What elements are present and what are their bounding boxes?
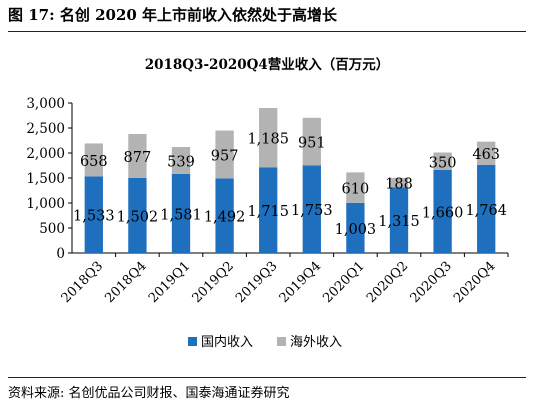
data-label-overseas: 539 bbox=[167, 154, 195, 170]
x-tick-label: 2019Q2 bbox=[190, 259, 237, 306]
bar-domestic bbox=[259, 167, 278, 253]
x-tick-label: 2020Q1 bbox=[320, 259, 367, 306]
legend-label-overseas: 海外收入 bbox=[290, 335, 342, 350]
y-tick-label: 1,500 bbox=[26, 171, 65, 187]
bar-domestic bbox=[433, 170, 452, 253]
x-tick-label: 2020Q3 bbox=[408, 259, 455, 306]
bottom-divider bbox=[8, 377, 526, 378]
data-label-overseas: 877 bbox=[124, 150, 152, 166]
data-label-domestic: 1,660 bbox=[422, 206, 464, 222]
data-label-domestic: 1,753 bbox=[291, 203, 333, 219]
data-label-overseas: 658 bbox=[80, 154, 108, 170]
source-note: 资料来源: 名创优品公司财报、国泰海通证券研究 bbox=[8, 386, 290, 401]
bar-domestic bbox=[128, 177, 147, 253]
bar-overseas bbox=[346, 172, 365, 203]
bar-domestic bbox=[477, 164, 496, 253]
data-label-overseas: 957 bbox=[211, 148, 239, 164]
x-tick-label: 2019Q4 bbox=[277, 259, 324, 306]
data-label-domestic: 1,003 bbox=[335, 222, 377, 238]
bar-domestic bbox=[302, 165, 321, 253]
bar-overseas bbox=[259, 108, 278, 168]
y-tick-label: 0 bbox=[56, 246, 65, 262]
bar-domestic bbox=[84, 176, 103, 253]
y-tick-label: 3,000 bbox=[26, 96, 65, 112]
data-label-overseas: 610 bbox=[342, 182, 370, 198]
bar-domestic bbox=[346, 202, 365, 253]
x-tick-label: 2020Q4 bbox=[451, 259, 498, 306]
data-label-overseas: 951 bbox=[298, 136, 326, 152]
data-label-domestic: 1,533 bbox=[73, 209, 115, 225]
bar-domestic bbox=[171, 173, 191, 253]
data-label-overseas: 1,185 bbox=[247, 132, 289, 148]
data-label-domestic: 1,502 bbox=[117, 209, 159, 225]
legend-label-domestic: 国内收入 bbox=[201, 334, 253, 350]
data-label-domestic: 1,492 bbox=[204, 210, 246, 226]
x-tick-label: 2020Q2 bbox=[364, 259, 411, 306]
data-label-overseas: 350 bbox=[429, 155, 457, 171]
bar-overseas bbox=[128, 134, 147, 178]
legend-swatch-domestic bbox=[188, 337, 197, 346]
bar-overseas bbox=[433, 152, 452, 170]
x-tick-label: 2018Q3 bbox=[59, 259, 106, 306]
bar-overseas bbox=[171, 147, 191, 174]
data-label-overseas: 188 bbox=[385, 177, 413, 193]
bar-domestic bbox=[389, 187, 409, 253]
chart-title: 2018Q3-2020Q4营业收入（百万元） bbox=[144, 57, 390, 73]
bar-overseas bbox=[84, 143, 103, 177]
x-tick-label: 2018Q4 bbox=[102, 259, 149, 306]
bar-domestic bbox=[215, 178, 234, 253]
y-tick-label: 500 bbox=[39, 221, 65, 237]
figure-title: 图 17: 名创 2020 年上市前收入依然处于高增长 bbox=[8, 6, 338, 24]
y-tick-label: 1,000 bbox=[26, 196, 65, 212]
x-tick-label: 2019Q1 bbox=[146, 259, 193, 306]
data-label-overseas: 463 bbox=[472, 147, 500, 163]
bar-overseas bbox=[302, 117, 321, 166]
x-tick-label: 2019Q3 bbox=[233, 259, 280, 306]
bar-overseas bbox=[389, 177, 409, 188]
data-label-domestic: 1,581 bbox=[160, 207, 202, 223]
legend-swatch-overseas bbox=[277, 337, 286, 346]
data-label-domestic: 1,764 bbox=[465, 203, 507, 219]
y-tick-label: 2,000 bbox=[26, 146, 65, 162]
top-divider bbox=[8, 31, 526, 32]
data-label-domestic: 1,315 bbox=[378, 214, 420, 230]
y-tick-label: 2,500 bbox=[26, 121, 65, 137]
bar-overseas bbox=[215, 130, 234, 179]
bar-overseas bbox=[477, 141, 496, 165]
data-label-domestic: 1,715 bbox=[247, 204, 289, 220]
